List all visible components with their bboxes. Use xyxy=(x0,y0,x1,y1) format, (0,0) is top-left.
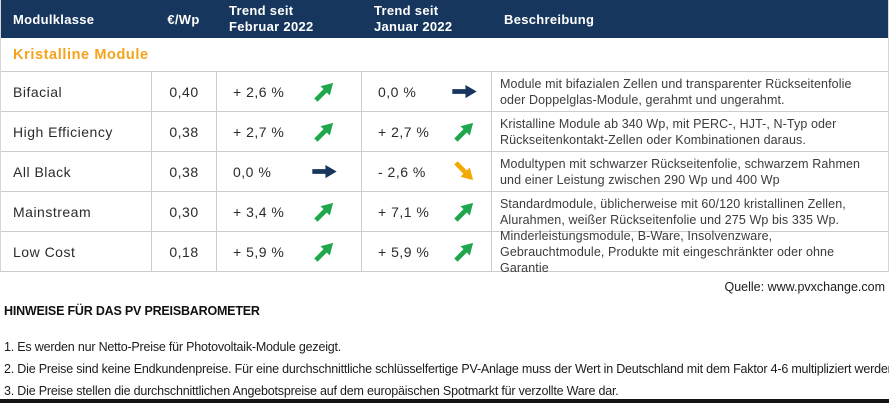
section-kristalline-module: Kristalline Module xyxy=(1,38,888,71)
trend-up-arrow-icon xyxy=(314,242,334,262)
col-header-trend-februar: Trend seit Februar 2022 xyxy=(216,0,361,38)
trend-jan-cell: 0,0 % xyxy=(361,71,491,111)
trend-flat-arrow-icon xyxy=(312,164,337,179)
col-header-price: €/Wp xyxy=(151,0,216,38)
module-class-label: Bifacial xyxy=(1,71,151,111)
trend-jan-cell: + 7,1 % xyxy=(361,191,491,231)
bottom-divider xyxy=(0,399,889,403)
trend-feb-cell: + 5,9 % xyxy=(216,231,361,271)
trend-jan-cell: + 2,7 % xyxy=(361,111,491,151)
price-value: 0,40 xyxy=(151,71,216,111)
notes-list: 1. Es werden nur Netto-Preise für Photov… xyxy=(4,340,889,398)
trend-up-arrow-icon xyxy=(454,122,474,142)
module-description: Standardmodule, üblicherweise mit 60/120… xyxy=(491,191,888,231)
trend-feb-value: + 2,6 % xyxy=(233,83,285,100)
module-class-label: High Efficiency xyxy=(1,111,151,151)
trend-up-arrow-icon xyxy=(314,82,334,102)
trend-up-arrow-icon xyxy=(314,122,334,142)
trend-jan-value: + 5,9 % xyxy=(378,243,430,260)
col-header-trend-januar: Trend seit Januar 2022 xyxy=(361,0,491,38)
trend-up-arrow-icon xyxy=(314,202,334,222)
price-value: 0,38 xyxy=(151,111,216,151)
trend-feb-cell: + 2,6 % xyxy=(216,71,361,111)
header-line: Februar 2022 xyxy=(229,19,314,34)
module-description: Module mit bifazialen Zellen und transpa… xyxy=(491,71,888,111)
price-value: 0,38 xyxy=(151,151,216,191)
header-line: Trend seit xyxy=(374,3,439,18)
trend-jan-cell: - 2,6 % xyxy=(361,151,491,191)
trend-jan-cell: + 5,9 % xyxy=(361,231,491,271)
trend-down-arrow-icon xyxy=(454,161,474,181)
trend-jan-value: + 2,7 % xyxy=(378,123,430,140)
trend-feb-value: + 5,9 % xyxy=(233,243,285,260)
price-value: 0,30 xyxy=(151,191,216,231)
trend-feb-cell: 0,0 % xyxy=(216,151,361,191)
note-item: 2. Die Preise sind keine Endkundenpreise… xyxy=(4,362,889,376)
source-credit: Quelle: www.pvxchange.com xyxy=(724,280,886,294)
note-item: 3. Die Preise stellen die durchschnittli… xyxy=(4,384,619,398)
trend-jan-value: - 2,6 % xyxy=(378,163,426,180)
module-class-label: Mainstream xyxy=(1,191,151,231)
trend-feb-value: + 3,4 % xyxy=(233,203,285,220)
header-line: Januar 2022 xyxy=(374,19,453,34)
col-header-beschreibung: Beschreibung xyxy=(491,0,888,38)
trend-up-arrow-icon xyxy=(454,202,474,222)
header-line: Trend seit xyxy=(229,3,294,18)
trend-flat-arrow-icon xyxy=(452,84,477,99)
description-text: Kristalline Module ab 340 Wp, mit PERC-,… xyxy=(500,116,837,147)
trend-feb-value: 0,0 % xyxy=(233,163,272,180)
note-item: 1. Es werden nur Netto-Preise für Photov… xyxy=(4,340,342,354)
trend-feb-cell: + 3,4 % xyxy=(216,191,361,231)
module-description: Modultypen mit schwarzer Rückseitenfolie… xyxy=(491,151,888,191)
description-text: Module mit bifazialen Zellen und transpa… xyxy=(500,76,852,107)
trend-jan-value: + 7,1 % xyxy=(378,203,430,220)
trend-up-arrow-icon xyxy=(454,242,474,262)
module-description: Minderleistungsmodule, B-Ware, Insolvenz… xyxy=(491,229,888,275)
module-description: Kristalline Module ab 340 Wp, mit PERC-,… xyxy=(491,111,888,151)
price-value: 0,18 xyxy=(151,231,216,271)
col-header-modulklasse: Modulklasse xyxy=(1,0,151,38)
description-text: Standardmodule, üblicherweise mit 60/120… xyxy=(500,196,846,227)
module-class-label: All Black xyxy=(1,151,151,191)
description-text: Modultypen mit schwarzer Rückseitenfolie… xyxy=(500,156,861,187)
description-text: Minderleistungsmodule, B-Ware, Insolvenz… xyxy=(500,228,835,275)
price-table: Modulklasse €/Wp Trend seit Februar 2022… xyxy=(0,0,889,275)
notes-title: HINWEISE FÜR DAS PV PREISBAROMETER xyxy=(4,304,260,318)
trend-jan-value: 0,0 % xyxy=(378,83,417,100)
trend-feb-value: + 2,7 % xyxy=(233,123,285,140)
module-class-label: Low Cost xyxy=(1,231,151,271)
trend-feb-cell: + 2,7 % xyxy=(216,111,361,151)
